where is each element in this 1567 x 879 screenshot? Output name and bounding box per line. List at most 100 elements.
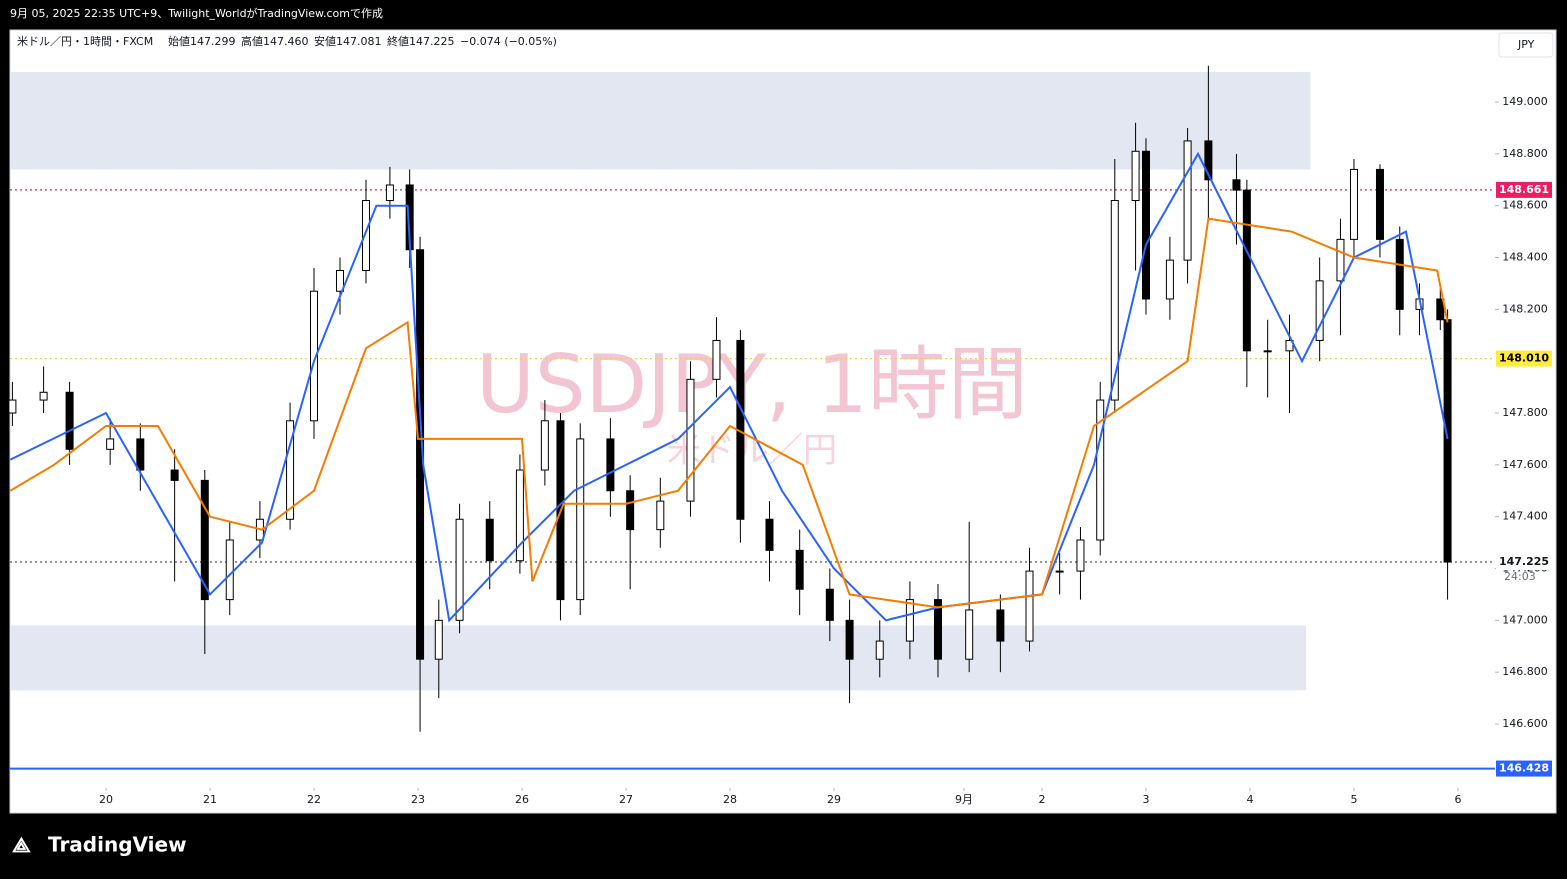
candle-body <box>765 518 774 551</box>
candle-body <box>795 549 804 590</box>
candle-body <box>905 599 914 642</box>
candle-body <box>200 479 209 601</box>
x-tick-label: 6 <box>1454 793 1461 806</box>
candle-body <box>335 269 344 292</box>
candle-body <box>1025 570 1034 642</box>
candle-body <box>170 469 179 481</box>
brand-logo: ⟁ <box>12 833 31 857</box>
x-tick-label: 27 <box>619 793 633 806</box>
x-tick-label: 9月 <box>955 793 973 806</box>
symbol: 米ドル／円・1時間・FXCM <box>17 35 153 48</box>
price-label: 146.428 <box>1499 762 1549 775</box>
zone <box>10 71 1311 170</box>
y-tick-label: 147.000 <box>1502 613 1548 626</box>
x-tick-label: 26 <box>515 793 529 806</box>
x-tick-label: 3 <box>1142 793 1149 806</box>
plot: USDJPY, 1時間米ドル／円146.600146.800147.000147… <box>8 65 1552 806</box>
candle-body <box>1076 539 1085 572</box>
overlay-line <box>9 217 1449 609</box>
countdown: 24:03 <box>1504 570 1536 583</box>
currency-label[interactable]: JPY <box>1517 38 1535 51</box>
candle-body <box>996 609 1005 642</box>
price-label-bg <box>1496 350 1552 367</box>
candle-body <box>361 200 370 271</box>
candle-body <box>845 619 854 660</box>
candle-body <box>825 588 834 621</box>
candle-body <box>225 539 234 601</box>
candle-body <box>65 391 74 450</box>
price-label: 147.225 <box>1499 555 1549 568</box>
candle-body <box>712 339 721 380</box>
low-value: 安値147.081 <box>314 34 382 48</box>
candle-body <box>1285 339 1294 352</box>
candle-body <box>8 399 17 414</box>
currency-button[interactable] <box>1498 32 1554 58</box>
candle-body <box>686 378 695 502</box>
x-tick-label: 5 <box>1350 793 1357 806</box>
y-tick-label: 146.600 <box>1502 717 1548 730</box>
y-tick-label: 148.600 <box>1502 199 1548 212</box>
watermark: USDJPY, 1時間 <box>476 338 1028 431</box>
caption: 9月 05, 2025 22:35 UTC+9、Twilight_WorldがT… <box>10 6 383 20</box>
candle-body <box>286 420 295 520</box>
candle-body <box>1436 298 1445 321</box>
candle-body <box>106 438 115 450</box>
candle-body <box>933 599 942 660</box>
y-tick-label: 146.800 <box>1502 665 1548 678</box>
candle-body <box>656 500 665 531</box>
y-tick-label: 148.400 <box>1502 251 1548 264</box>
candle-body <box>1443 319 1452 563</box>
y-tick-label: 148.800 <box>1502 147 1548 160</box>
open-value: 始値147.299 <box>168 34 236 48</box>
y-tick-label: 148.200 <box>1502 302 1548 315</box>
x-tick-label: 22 <box>307 793 321 806</box>
candle-body <box>626 490 635 531</box>
candle-body <box>1315 280 1324 341</box>
candle-body <box>1096 399 1105 541</box>
candle-body <box>485 518 494 562</box>
x-tick-label: 21 <box>203 793 217 806</box>
y-tick-label: 149.000 <box>1502 95 1548 108</box>
candle-body <box>385 184 394 202</box>
candle-body <box>1232 179 1241 191</box>
change-value: −0.074 (−0.05%) <box>460 35 557 48</box>
price-label: 148.661 <box>1499 183 1549 196</box>
x-tick-label: 28 <box>723 793 737 806</box>
candle-body <box>515 469 524 562</box>
brand: TradingView <box>48 833 187 857</box>
x-tick-label: 29 <box>827 793 841 806</box>
candle-body <box>1395 238 1404 310</box>
candle-body <box>1375 168 1384 240</box>
candle-body <box>416 249 425 660</box>
candle-body <box>39 391 48 401</box>
candle-body <box>875 640 884 660</box>
close-value: 終値147.225 <box>387 34 455 48</box>
candle-body <box>1165 259 1174 300</box>
candle-body <box>965 609 974 660</box>
candle-body <box>1349 168 1358 240</box>
candle-body <box>1183 140 1192 261</box>
candle-body <box>576 438 585 601</box>
candle-body <box>1141 150 1150 300</box>
candle-body <box>540 420 549 471</box>
price-label: 148.010 <box>1499 352 1549 365</box>
candle-body <box>1131 150 1140 202</box>
candle-body <box>1055 570 1064 573</box>
x-tick-label: 20 <box>99 793 113 806</box>
candle-body <box>455 518 464 621</box>
candle-body <box>309 290 318 422</box>
y-tick-label: 147.600 <box>1502 458 1548 471</box>
candle-body <box>136 438 145 471</box>
candle-body <box>1204 140 1213 181</box>
candle-body <box>1263 350 1272 353</box>
zone <box>10 625 1307 691</box>
price-label-bg <box>1496 554 1552 571</box>
x-tick-label: 23 <box>411 793 425 806</box>
y-tick-label: 147.800 <box>1502 406 1548 419</box>
candle-body <box>606 438 615 492</box>
candle-body <box>434 619 443 660</box>
high-value: 高値147.460 <box>241 34 309 48</box>
candle-body <box>1242 189 1251 352</box>
x-tick-label: 4 <box>1246 793 1253 806</box>
